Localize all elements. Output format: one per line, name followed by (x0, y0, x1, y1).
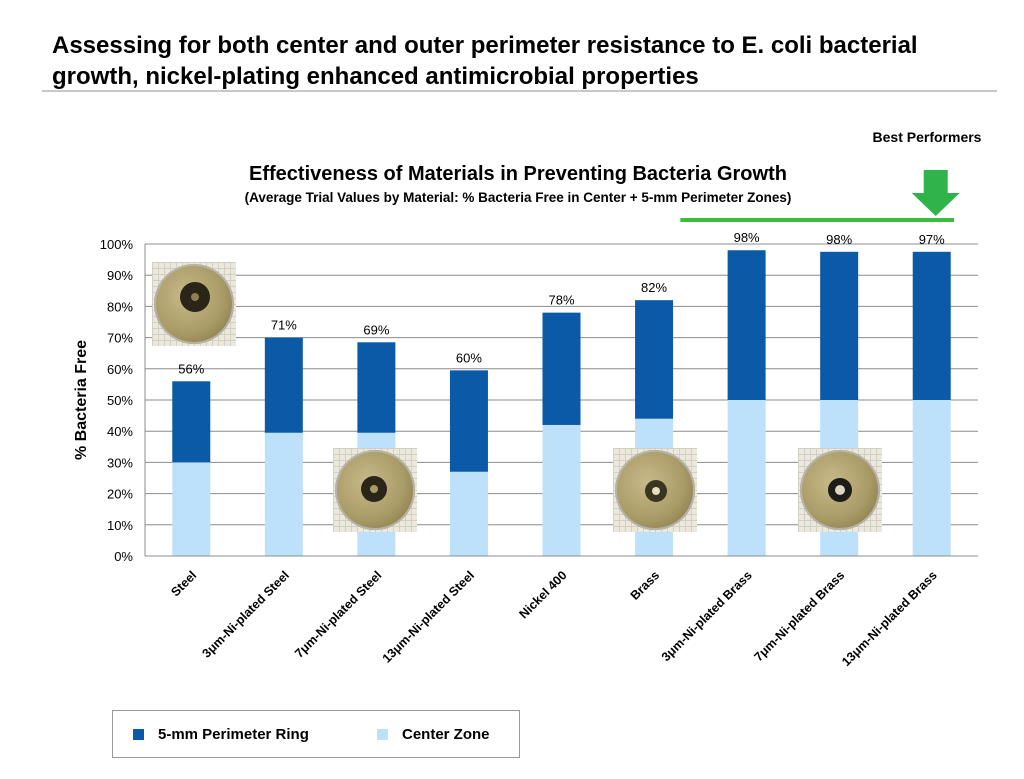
bar-center (172, 462, 211, 556)
bar-perimeter (449, 370, 488, 472)
y-tick-label: 100% (100, 237, 134, 252)
bar-perimeter (172, 381, 211, 463)
bar-perimeter (635, 300, 674, 419)
bar-perimeter (820, 251, 859, 400)
legend-label-center: Center Zone (402, 726, 490, 743)
petri-dish-photo-steel (152, 262, 236, 346)
best-performers-label: Best Performers (872, 129, 982, 145)
legend-item-perimeter: 5-mm Perimeter Ring (133, 726, 309, 743)
petri-dish-photo-7um-steel (333, 448, 417, 532)
chart-bars (172, 250, 951, 556)
x-tick-label: 7μm-Ni-plated Steel (292, 568, 384, 660)
x-tick-label: 13μm-Ni-plated Steel (380, 568, 477, 665)
x-tick-label: Brass (628, 568, 663, 603)
x-tick-label: Nickel 400 (516, 568, 569, 621)
y-tick-label: 60% (107, 362, 133, 377)
data-label: 60% (456, 350, 482, 365)
bar-center (264, 432, 303, 556)
x-tick-label: Steel (168, 568, 199, 599)
x-tick-label: 3μm-Ni-plated Brass (659, 568, 755, 664)
chart-legend: 5-mm Perimeter Ring Center Zone (112, 710, 520, 758)
data-label: 98% (826, 232, 852, 247)
bar-center (727, 400, 766, 556)
legend-label-perimeter: 5-mm Perimeter Ring (158, 726, 309, 743)
x-tick-label: 7μm-Ni-plated Brass (751, 568, 847, 664)
title-divider (42, 90, 997, 92)
bar-center (912, 400, 951, 556)
best-performers-callout (680, 170, 960, 222)
bar-perimeter (912, 251, 951, 400)
bar-center (542, 424, 581, 556)
x-tick-label: 13μm-Ni-plated Brass (839, 568, 940, 669)
legend-swatch-center (377, 729, 388, 740)
data-label: 98% (734, 230, 760, 245)
y-tick-label: 80% (107, 299, 133, 314)
data-label: 78% (548, 293, 574, 308)
bar-perimeter (542, 312, 581, 425)
chart-title: Effectiveness of Materials in Preventing… (249, 163, 787, 185)
data-labels: 56% 71% 69% 60% 78% 82% 98% 98% 97% (178, 230, 945, 376)
y-tick-labels: 0% 10% 20% 30% 40% 50% 60% 70% 80% 90% 100% (100, 237, 134, 564)
bar-perimeter (264, 337, 303, 433)
data-label: 97% (919, 232, 945, 247)
petri-dish-photo-brass (613, 448, 697, 532)
y-tick-label: 0% (114, 549, 133, 564)
petri-dish-photo-7um-brass (798, 448, 882, 532)
bar-perimeter (727, 250, 766, 400)
down-arrow-icon (911, 170, 960, 216)
data-label: 56% (178, 361, 204, 376)
data-label: 82% (641, 280, 667, 295)
chart-subtitle: (Average Trial Values by Material: % Bac… (244, 190, 792, 205)
legend-item-center: Center Zone (377, 726, 490, 743)
y-tick-label: 50% (107, 393, 133, 408)
chart-axes (144, 244, 978, 557)
y-tick-label: 10% (107, 518, 133, 533)
data-label: 69% (363, 322, 389, 337)
y-tick-label: 20% (107, 487, 133, 502)
y-tick-label: 70% (107, 331, 133, 346)
y-tick-label: 90% (107, 268, 133, 283)
slide-title: Assessing for both center and outer peri… (52, 32, 918, 90)
bar-perimeter (357, 342, 396, 433)
y-tick-label: 30% (107, 455, 133, 470)
y-tick-label: 40% (107, 424, 133, 439)
bar-center (449, 471, 488, 556)
data-label: 71% (271, 318, 297, 333)
x-tick-labels: Steel 3μm-Ni-plated Steel 7μm-Ni-plated St… (168, 568, 940, 669)
x-tick-label: 3μm-Ni-plated Steel (200, 568, 292, 660)
y-axis-label: % Bacteria Free (73, 340, 90, 460)
legend-swatch-perimeter (133, 729, 144, 740)
